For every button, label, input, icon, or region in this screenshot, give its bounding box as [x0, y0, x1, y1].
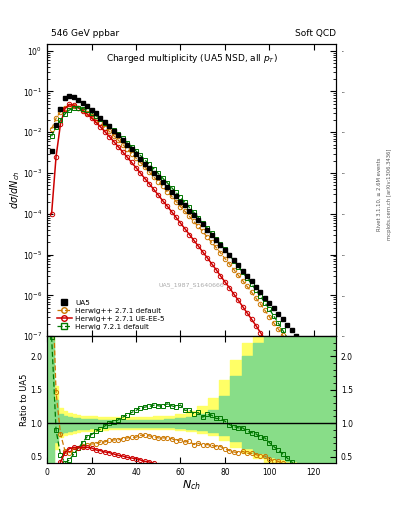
Text: 546 GeV ppbar: 546 GeV ppbar [51, 29, 119, 38]
Legend: UA5, Herwig++ 2.7.1 default, Herwig++ 2.7.1 UE-EE-5, Herwig 7.2.1 default: UA5, Herwig++ 2.7.1 default, Herwig++ 2.… [57, 300, 165, 330]
Text: mcplots.cern.ch [arXiv:1306.3436]: mcplots.cern.ch [arXiv:1306.3436] [387, 149, 391, 240]
X-axis label: $N_{ch}$: $N_{ch}$ [182, 479, 201, 493]
Y-axis label: $d\sigma/dN_{ch}$: $d\sigma/dN_{ch}$ [8, 170, 22, 209]
Text: Charged multiplicity (UA5 NSD, all $p_T$): Charged multiplicity (UA5 NSD, all $p_T$… [106, 52, 277, 66]
Text: Rivet 3.1.10, ≥ 2.6M events: Rivet 3.1.10, ≥ 2.6M events [377, 158, 382, 231]
Y-axis label: Ratio to UA5: Ratio to UA5 [20, 374, 29, 426]
Text: Soft QCD: Soft QCD [295, 29, 336, 38]
Text: UA5_1987_S1640666: UA5_1987_S1640666 [159, 282, 224, 288]
